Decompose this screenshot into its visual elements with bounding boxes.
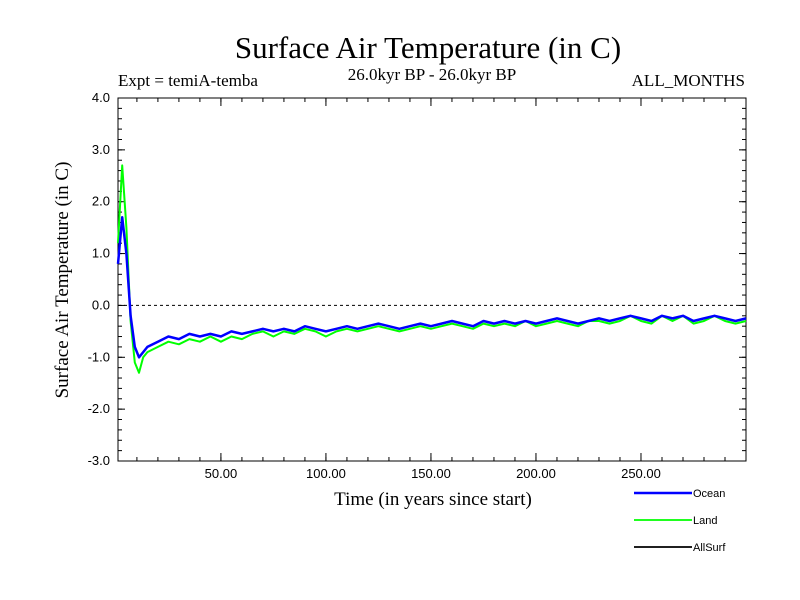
months-label: ALL_MONTHS xyxy=(632,71,745,90)
legend-label-allsurf: AllSurf xyxy=(693,542,726,554)
x-tick-label: 150.00 xyxy=(411,466,451,481)
x-tick-label: 250.00 xyxy=(621,466,661,481)
series-layer xyxy=(116,164,747,374)
y-axis-label: Surface Air Temperature (in C) xyxy=(52,162,73,399)
y-tick-label: 1.0 xyxy=(92,246,110,261)
axis-tick-labels: -3.0 -2.0 -1.0 0.0 1.0 2.0 3.0 4.0 50.00 100.00 15… xyxy=(88,90,661,481)
y-tick-label: 4.0 xyxy=(92,90,110,105)
axis-ticks xyxy=(118,97,746,462)
chart-title: Surface Air Temperature (in C) xyxy=(235,30,621,65)
y-tick-label: 3.0 xyxy=(92,142,110,157)
y-tick-label: -2.0 xyxy=(88,401,110,416)
plot-frame xyxy=(117,97,747,462)
y-tick-label: -1.0 xyxy=(88,349,110,364)
x-tick-label: 100.00 xyxy=(306,466,346,481)
legend-label-ocean: Ocean xyxy=(693,488,725,500)
x-tick-label: 200.00 xyxy=(516,466,556,481)
series-line-ocean xyxy=(116,216,747,359)
y-tick-label: 2.0 xyxy=(92,194,110,209)
series-line-land xyxy=(117,164,747,374)
y-tick-label: -3.0 xyxy=(88,453,110,468)
x-axis-label: Time (in years since start) xyxy=(334,489,532,510)
x-tick-label: 50.00 xyxy=(205,466,238,481)
period-label: 26.0kyr BP - 26.0kyr BP xyxy=(348,65,516,84)
legend-label-land: Land xyxy=(693,515,717,527)
legend: Ocean Land AllSurf xyxy=(634,488,726,554)
y-tick-label: 0.0 xyxy=(92,297,110,312)
expt-label: Expt = temiA-temba xyxy=(118,71,258,90)
